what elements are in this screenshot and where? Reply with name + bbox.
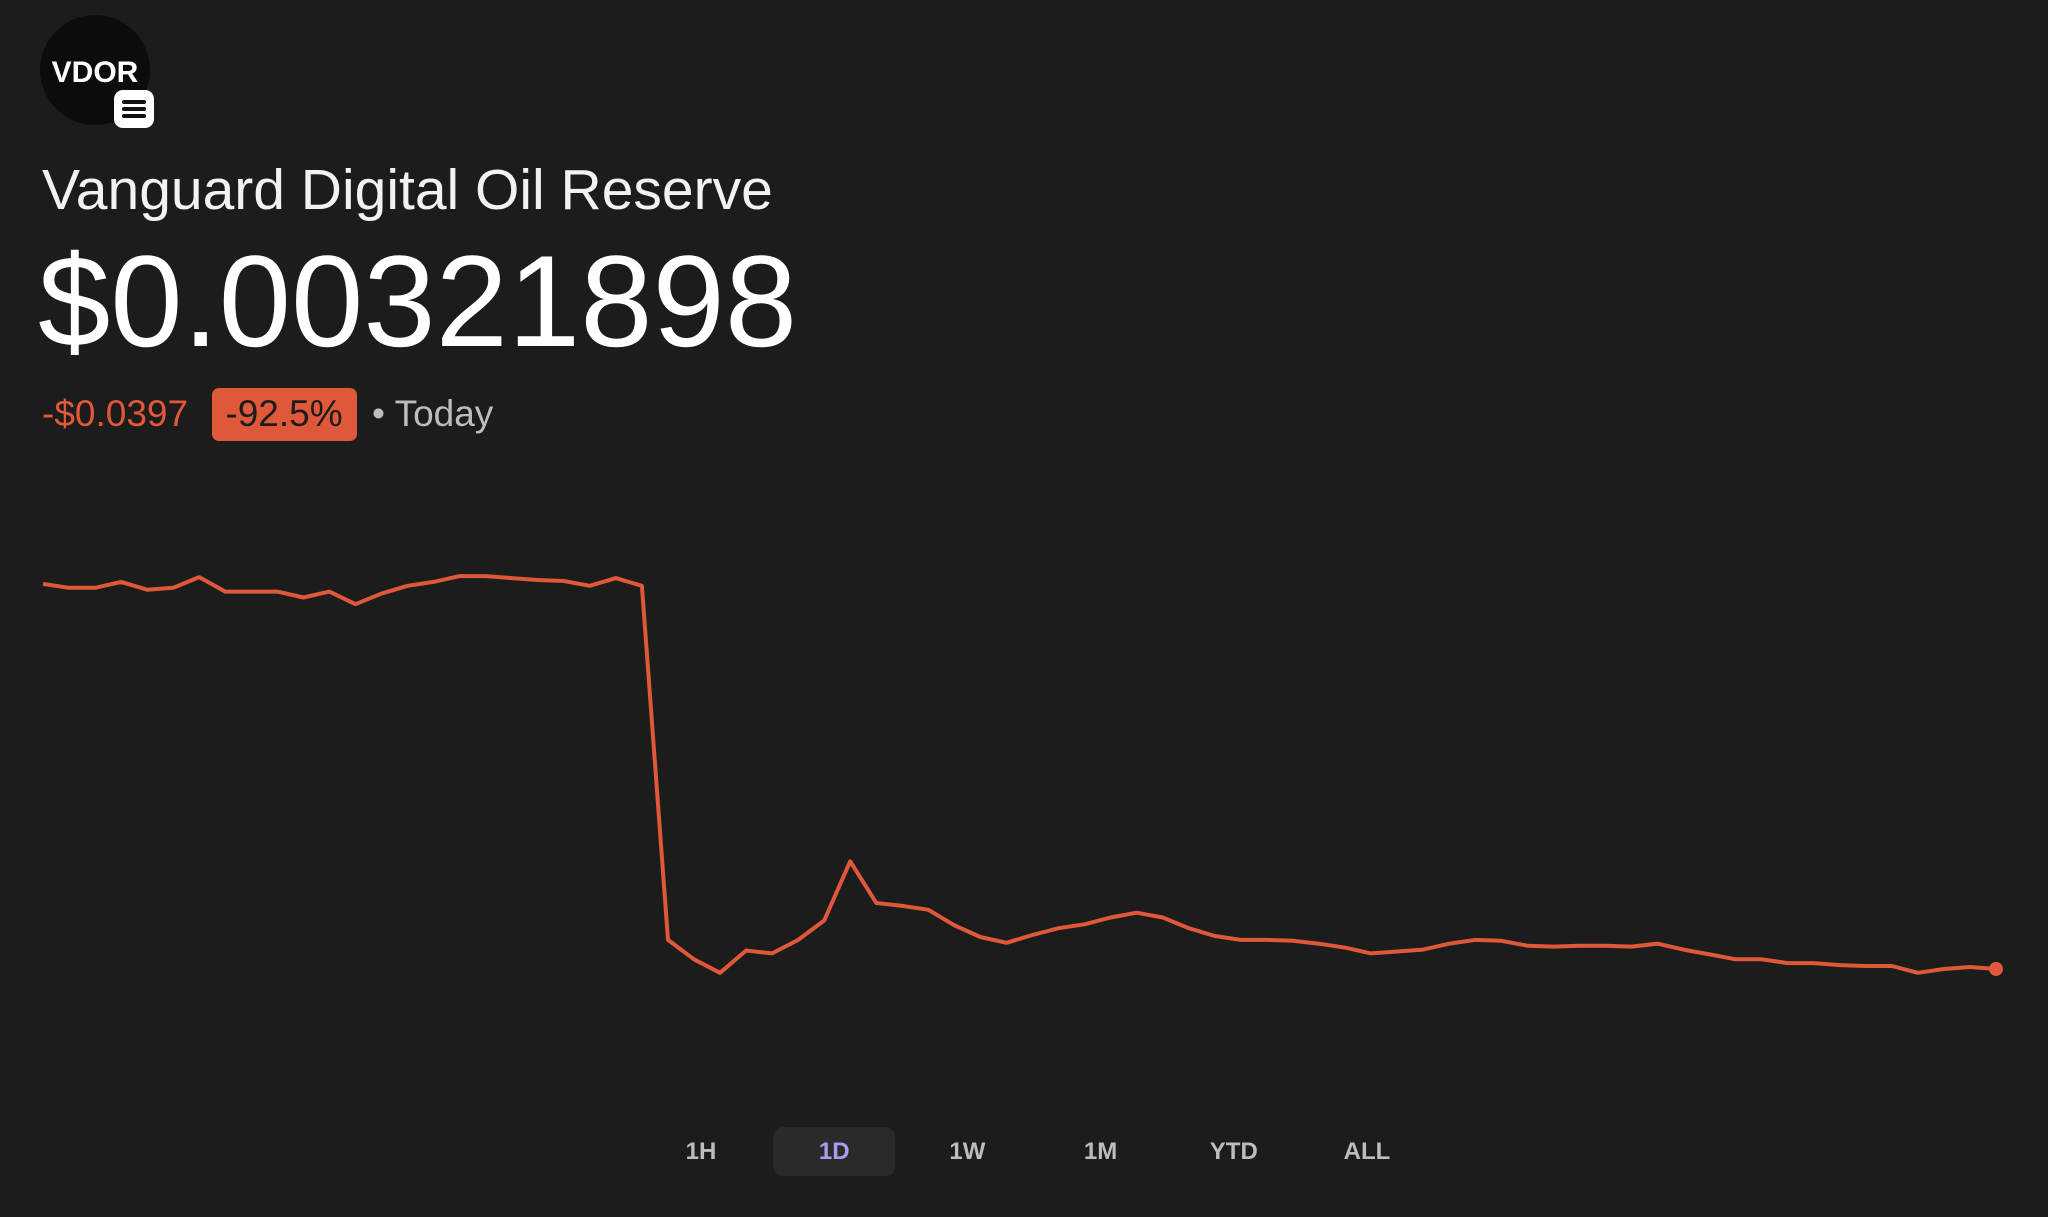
asset-name: Vanguard Digital Oil Reserve	[42, 158, 773, 222]
change-percent: -92.5%	[225, 393, 342, 434]
range-tabs: 1H 1D 1W 1M YTD ALL	[686, 1127, 1391, 1176]
change-amount: -$0.0397	[42, 393, 188, 434]
current-point	[1989, 961, 2003, 976]
price: $0.00321898	[38, 228, 797, 374]
price-line	[42, 574, 1997, 975]
range-tab[interactable]: 1D	[819, 1138, 850, 1165]
range-tab[interactable]: 1W	[949, 1138, 985, 1165]
range-tab[interactable]: 1H	[686, 1138, 717, 1165]
change-pill	[212, 388, 357, 441]
range-tab[interactable]: ALL	[1344, 1138, 1391, 1165]
price-chart	[42, 574, 2003, 976]
selected-tab-bg	[773, 1127, 896, 1176]
badge-icon	[122, 100, 146, 118]
logo-text: VDOR	[52, 56, 139, 89]
range-tab[interactable]: YTD	[1210, 1138, 1258, 1165]
range-tab[interactable]: 1M	[1084, 1138, 1117, 1165]
period: • Today	[372, 393, 494, 434]
